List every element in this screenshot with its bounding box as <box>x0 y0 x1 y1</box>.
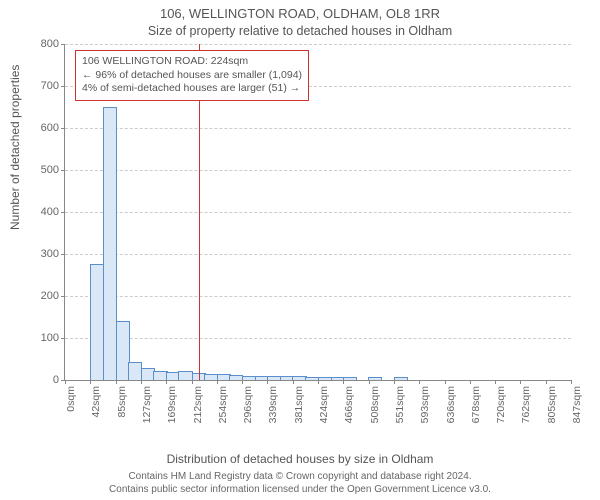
histogram-bar <box>343 377 357 380</box>
chart-plot-area: 01002003004005006007008000sqm42sqm85sqm1… <box>64 44 571 381</box>
y-tick-label: 200 <box>41 290 59 302</box>
y-tick-mark <box>61 338 65 339</box>
x-tick-label: 847sqm <box>571 386 583 423</box>
y-tick-mark <box>61 170 65 171</box>
footer-attribution: Contains HM Land Registry data © Crown c… <box>0 471 600 496</box>
y-tick-label: 100 <box>41 332 59 344</box>
x-tick-mark <box>116 380 117 384</box>
histogram-bar <box>368 377 382 380</box>
x-tick-mark <box>343 380 344 384</box>
y-tick-mark <box>61 128 65 129</box>
info-box-line: 4% of semi-detached houses are larger (5… <box>82 82 302 96</box>
x-tick-label: 212sqm <box>192 386 204 423</box>
x-tick-label: 551sqm <box>394 386 406 423</box>
x-tick-mark <box>267 380 268 384</box>
x-tick-label: 339sqm <box>267 386 279 423</box>
x-tick-label: 169sqm <box>166 386 178 423</box>
histogram-bar <box>242 376 256 380</box>
x-tick-label: 593sqm <box>419 386 431 423</box>
info-box: 106 WELLINGTON ROAD: 224sqm← 96% of deta… <box>75 50 309 101</box>
x-tick-mark <box>495 380 496 384</box>
x-tick-mark <box>90 380 91 384</box>
y-tick-mark <box>61 254 65 255</box>
x-tick-label: 381sqm <box>293 386 305 423</box>
y-tick-label: 400 <box>41 206 59 218</box>
x-tick-label: 636sqm <box>445 386 457 423</box>
x-tick-label: 254sqm <box>217 386 229 423</box>
gridline-h <box>65 44 571 45</box>
x-tick-label: 424sqm <box>318 386 330 423</box>
footer-line1: Contains HM Land Registry data © Crown c… <box>0 471 600 484</box>
gridline-h <box>65 296 571 297</box>
x-tick-label: 85sqm <box>116 386 128 418</box>
y-tick-label: 600 <box>41 122 59 134</box>
info-box-line: 106 WELLINGTON ROAD: 224sqm <box>82 55 302 69</box>
page-title: 106, WELLINGTON ROAD, OLDHAM, OL8 1RR <box>0 6 600 21</box>
gridline-h <box>65 128 571 129</box>
gridline-h <box>65 254 571 255</box>
y-axis-label: Number of detached properties <box>8 65 22 230</box>
x-tick-mark <box>394 380 395 384</box>
histogram-bar <box>305 377 319 380</box>
gridline-h <box>65 170 571 171</box>
gridline-h <box>65 212 571 213</box>
x-tick-mark <box>318 380 319 384</box>
x-tick-mark <box>192 380 193 384</box>
y-tick-label: 500 <box>41 164 59 176</box>
x-tick-mark <box>445 380 446 384</box>
y-tick-label: 0 <box>53 374 59 386</box>
y-tick-mark <box>61 212 65 213</box>
y-tick-label: 700 <box>41 80 59 92</box>
histogram-bar <box>394 377 408 380</box>
x-tick-mark <box>546 380 547 384</box>
x-tick-label: 678sqm <box>470 386 482 423</box>
x-tick-label: 296sqm <box>242 386 254 423</box>
y-tick-mark <box>61 44 65 45</box>
x-tick-label: 0sqm <box>65 386 77 412</box>
x-axis-label: Distribution of detached houses by size … <box>0 452 600 466</box>
y-tick-mark <box>61 296 65 297</box>
histogram-bar <box>178 371 192 380</box>
footer-line2: Contains public sector information licen… <box>0 484 600 497</box>
y-tick-label: 800 <box>41 38 59 50</box>
x-tick-label: 42sqm <box>90 386 102 418</box>
y-tick-mark <box>61 86 65 87</box>
x-tick-mark <box>369 380 370 384</box>
y-tick-label: 300 <box>41 248 59 260</box>
histogram-bar <box>90 264 104 381</box>
x-tick-mark <box>65 380 66 384</box>
x-tick-mark <box>217 380 218 384</box>
x-tick-mark <box>242 380 243 384</box>
x-tick-label: 720sqm <box>495 386 507 423</box>
x-tick-label: 466sqm <box>343 386 355 423</box>
info-box-line: ← 96% of detached houses are smaller (1,… <box>82 69 302 83</box>
x-tick-label: 127sqm <box>141 386 153 423</box>
x-tick-label: 762sqm <box>520 386 532 423</box>
x-tick-mark <box>520 380 521 384</box>
x-tick-mark <box>293 380 294 384</box>
x-tick-label: 508sqm <box>369 386 381 423</box>
gridline-h <box>65 338 571 339</box>
x-tick-mark <box>166 380 167 384</box>
x-tick-mark <box>470 380 471 384</box>
x-tick-label: 805sqm <box>546 386 558 423</box>
x-tick-mark <box>141 380 142 384</box>
x-tick-mark <box>571 380 572 384</box>
page-subtitle: Size of property relative to detached ho… <box>0 24 600 38</box>
x-tick-mark <box>419 380 420 384</box>
